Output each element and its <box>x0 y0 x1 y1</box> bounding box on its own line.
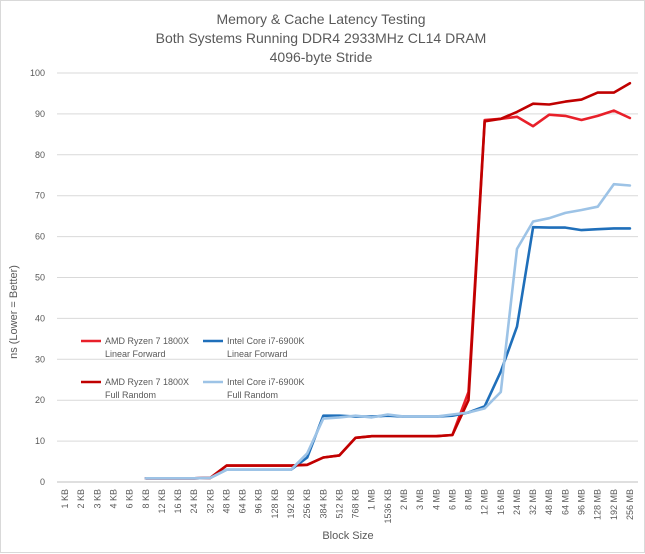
x-tick-label: 6 MB <box>447 489 457 510</box>
chart-title: Memory & Cache Latency Testing Both Syst… <box>156 11 487 65</box>
x-axis-ticks: 1 KB 2 KB 3 KB 4 KB 6 KB 8 KB 12 KB 16 KB 24 KB 3… <box>60 489 635 524</box>
x-tick-label: 256 KB <box>302 489 312 519</box>
x-tick-label: 384 KB <box>318 489 328 519</box>
x-tick-label: 24 KB <box>189 489 199 514</box>
x-tick-label: 128 KB <box>270 489 280 519</box>
x-tick-label: 4 MB <box>431 489 441 510</box>
x-tick-label: 24 MB <box>512 489 522 515</box>
x-tick-label: 768 KB <box>351 489 361 519</box>
x-tick-label: 8 KB <box>141 489 151 509</box>
y-tick-label: 80 <box>35 150 45 160</box>
x-tick-label: 2 MB <box>399 489 409 510</box>
title-line-3: 4096-byte Stride <box>270 49 373 65</box>
legend-label: AMD Ryzen 7 1800X <box>105 377 189 387</box>
x-tick-label: 16 KB <box>173 489 183 514</box>
x-tick-label: 64 MB <box>560 489 570 515</box>
x-tick-label: 16 MB <box>496 489 506 515</box>
y-tick-label: 40 <box>35 313 45 323</box>
x-tick-label: 512 KB <box>334 489 344 519</box>
x-tick-label: 1 KB <box>60 489 70 509</box>
x-tick-label: 48 KB <box>221 489 231 514</box>
legend-label: Intel Core i7-6900K <box>227 377 305 387</box>
x-tick-label: 8 MB <box>464 489 474 510</box>
x-tick-label: 256 MB <box>625 489 635 520</box>
y-tick-label: 30 <box>35 354 45 364</box>
x-tick-label: 6 KB <box>125 489 135 509</box>
x-axis-label: Block Size <box>322 530 373 542</box>
x-tick-label: 64 KB <box>238 489 248 514</box>
x-tick-label: 48 MB <box>544 489 554 515</box>
y-tick-label: 0 <box>40 477 45 487</box>
x-tick-label: 2 KB <box>76 489 86 509</box>
x-tick-label: 3 KB <box>92 489 102 509</box>
legend-label: AMD Ryzen 7 1800X <box>105 336 189 346</box>
x-tick-label: 32 MB <box>528 489 538 515</box>
legend-label: Linear Forward <box>105 349 166 359</box>
x-tick-label: 12 MB <box>480 489 490 515</box>
title-line-2: Both Systems Running DDR4 2933MHz CL14 D… <box>156 30 487 46</box>
y-tick-label: 100 <box>30 68 45 78</box>
y-tick-label: 70 <box>35 191 45 201</box>
legend-label: Intel Core i7-6900K <box>227 336 305 346</box>
legend-label: Full Random <box>227 390 278 400</box>
x-tick-label: 96 MB <box>577 489 587 515</box>
legend-label: Linear Forward <box>227 349 288 359</box>
x-tick-label: 96 KB <box>254 489 264 514</box>
legend-label: Full Random <box>105 390 156 400</box>
x-tick-label: 3 MB <box>415 489 425 510</box>
series-lines <box>144 81 632 480</box>
series-line-4 <box>144 182 632 480</box>
title-line-1: Memory & Cache Latency Testing <box>216 11 425 27</box>
x-tick-label: 192 MB <box>609 489 619 520</box>
x-tick-label: 4 KB <box>108 489 118 509</box>
y-tick-label: 60 <box>35 232 45 242</box>
x-tick-label: 32 KB <box>205 489 215 514</box>
x-tick-label: 1536 KB <box>383 489 393 524</box>
x-tick-label: 1 MB <box>367 489 377 510</box>
y-axis-label: ns (Lower = Better) <box>8 265 20 359</box>
series-line-1 <box>144 109 632 480</box>
x-tick-label: 12 KB <box>157 489 167 514</box>
y-tick-label: 90 <box>35 109 45 119</box>
y-tick-label: 10 <box>35 436 45 446</box>
gridlines <box>57 72 638 483</box>
x-tick-label: 128 MB <box>593 489 603 520</box>
y-tick-label: 20 <box>35 395 45 405</box>
y-axis-ticks: 0 10 20 30 40 50 60 70 80 90 100 <box>30 68 45 487</box>
legend: AMD Ryzen 7 1800X Linear Forward Intel Cor… <box>81 336 305 400</box>
x-tick-label: 192 KB <box>286 489 296 519</box>
series-line-3 <box>144 81 632 480</box>
y-tick-label: 50 <box>35 273 45 283</box>
